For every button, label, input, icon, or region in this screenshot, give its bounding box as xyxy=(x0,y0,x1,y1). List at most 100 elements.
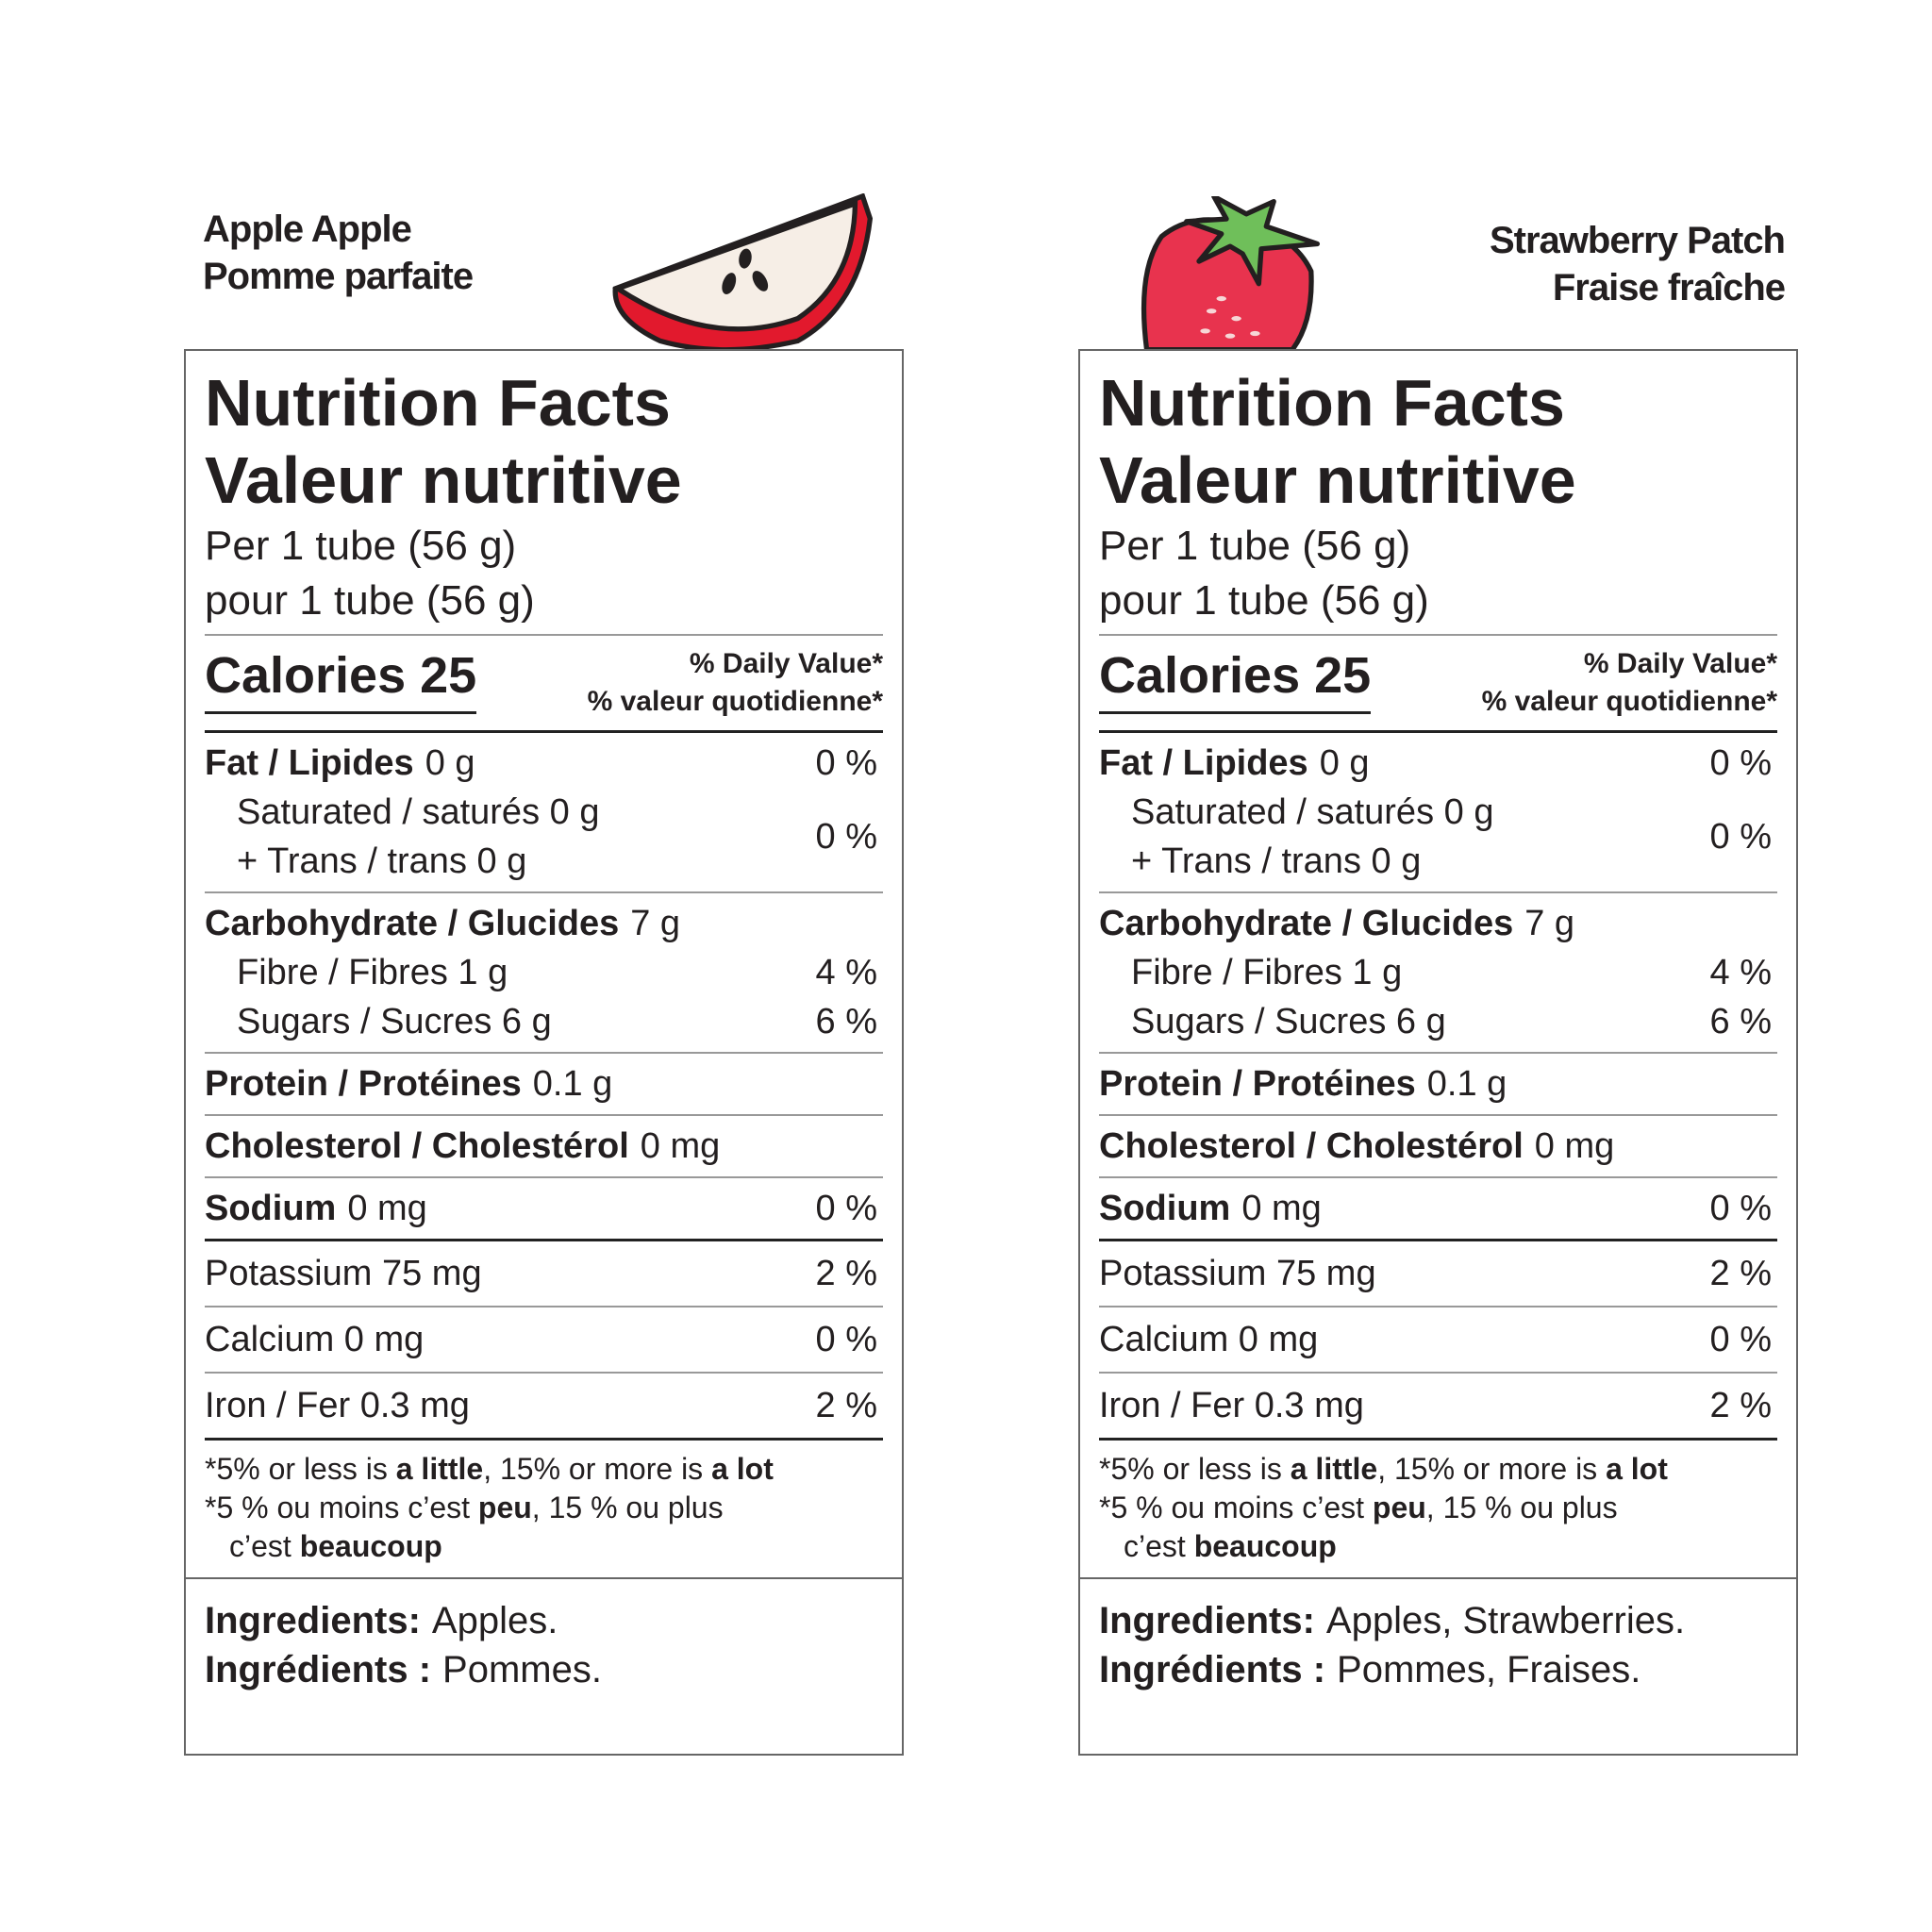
sub-nutrient: + Trans / trans 0 g xyxy=(237,841,527,881)
nutrient-amount: 0 mg xyxy=(1534,1126,1615,1166)
serving-size: Per 1 tube (56 g) xyxy=(205,523,517,569)
daily-value: 0 % xyxy=(1709,817,1772,857)
sub-nutrient: Sugars / Sucres 6 g xyxy=(1131,1002,1446,1041)
apple-illustration xyxy=(612,193,873,350)
ingredients-label: Ingredients: xyxy=(1099,1600,1315,1641)
nutrient-section: Carbohydrate / Glucides 7 g Fibre / Fibres… xyxy=(205,891,883,1052)
daily-value: 2 % xyxy=(815,1254,877,1293)
serving-size: pour 1 tube (56 g) xyxy=(1099,577,1429,624)
mineral-row: Calcium 0 mg 0 % xyxy=(205,1306,883,1372)
nutrient-row: Cholesterol / Cholestérol 0 mg xyxy=(205,1122,883,1171)
facts-panel: Nutrition Facts Valeur nutritive Per 1 tub… xyxy=(186,351,902,1577)
mineral-amount: Potassium 75 mg xyxy=(1099,1254,1376,1293)
daily-value: 4 % xyxy=(815,953,877,992)
sub-nutrient: Fibre / Fibres 1 g xyxy=(1131,953,1403,992)
nutrient-section: Protein / Protéines 0.1 g xyxy=(1099,1052,1777,1114)
nutrient-section: Cholesterol / Cholestérol 0 mg xyxy=(205,1114,883,1176)
nutrient-text: Sodium 0 mg xyxy=(205,1184,427,1233)
footnote-text: peu xyxy=(477,1491,532,1524)
ingredients-line: Ingrédients : Pommes. xyxy=(205,1645,883,1694)
brand-line: Fraise fraîche xyxy=(1552,267,1786,308)
nutrient-row: Carbohydrate / Glucides 7 g xyxy=(1099,899,1777,948)
nutrient-text: Fibre / Fibres 1 g xyxy=(205,948,508,997)
mineral-row: Potassium 75 mg 2 % xyxy=(205,1239,883,1306)
daily-value: 2 % xyxy=(815,1386,877,1425)
daily-value: 2 % xyxy=(1709,1386,1772,1425)
ingredients: Ingredients: Apples, Strawberries. Ingrédi… xyxy=(1080,1577,1796,1711)
nutrient-name: Sodium xyxy=(1099,1189,1231,1228)
nutrient-text: Protein / Protéines 0.1 g xyxy=(1099,1059,1507,1108)
sub-nutrient: + Trans / trans 0 g xyxy=(1131,841,1422,881)
nutrient-name: Cholesterol / Cholestérol xyxy=(205,1126,629,1166)
nutrient-row: Protein / Protéines 0.1 g xyxy=(205,1059,883,1108)
nutrient-amount: 0.1 g xyxy=(1426,1064,1507,1104)
nutrient-row: Fat / Lipides 0 g 0 % xyxy=(205,739,883,788)
footnote-text: beaucoup xyxy=(1193,1529,1337,1563)
daily-value: 6 % xyxy=(815,1002,877,1041)
footnote-text: , 15% or more is xyxy=(483,1452,712,1486)
strawberry-illustration xyxy=(1141,196,1321,350)
footnote: *5% or less is a little, 15% or more is … xyxy=(1099,1438,1777,1566)
daily-value: 0 % xyxy=(1709,743,1772,783)
nutrient-section: Fat / Lipides 0 g 0 % Saturated / saturés 0… xyxy=(205,730,883,891)
mineral-amount: Iron / Fer 0.3 mg xyxy=(1099,1386,1364,1425)
daily-value: 4 % xyxy=(1709,953,1772,992)
nutrient-amount: 0 mg xyxy=(640,1126,721,1166)
footnote-line: *5% or less is a little, 15% or more is … xyxy=(205,1450,883,1489)
nutrient-amount: 0 g xyxy=(425,743,475,783)
footnote: *5% or less is a little, 15% or more is … xyxy=(205,1438,883,1566)
footnote-text: *5% or less is xyxy=(205,1452,396,1486)
footnote-text: a lot xyxy=(1606,1452,1668,1486)
brand-name: Strawberry Patch Fraise fraîche xyxy=(1489,217,1786,311)
mineral-row: Potassium 75 mg 2 % xyxy=(1099,1239,1777,1306)
ingredients-line: Ingredients: Apples, Strawberries. xyxy=(1099,1596,1777,1645)
sub-nutrient: Sugars / Sucres 6 g xyxy=(237,1002,552,1041)
daily-value: 0 % xyxy=(1709,1189,1772,1228)
nutrient-text: Saturated / saturés 0 g + Trans / trans 0… xyxy=(1099,788,1493,886)
footnote-line: c’est beaucoup xyxy=(1099,1527,1777,1566)
nutrient-name: Sodium xyxy=(205,1189,337,1228)
nutrient-row: Carbohydrate / Glucides 7 g xyxy=(205,899,883,948)
title: Valeur nutritive xyxy=(1099,443,1576,517)
nutrient-amount: 7 g xyxy=(1524,904,1575,943)
nutrient-amount: 0.1 g xyxy=(532,1064,613,1104)
nutrient-amount: 7 g xyxy=(630,904,681,943)
nutrient-text: Cholesterol / Cholestérol 0 mg xyxy=(1099,1122,1614,1171)
mineral-row: Calcium 0 mg 0 % xyxy=(1099,1306,1777,1372)
footnote-text: *5 % ou moins c’est xyxy=(205,1491,478,1524)
nutrient-row: Fat / Lipides 0 g 0 % xyxy=(1099,739,1777,788)
footnote-text: a little xyxy=(395,1452,484,1486)
nutrient-row: Saturated / saturés 0 g + Trans / trans 0… xyxy=(205,788,883,886)
footnote-text: , 15 % ou plus xyxy=(531,1491,724,1524)
footnote-line: *5 % ou moins c’est peu, 15 % ou plus xyxy=(205,1489,883,1527)
nutrient-section: Fat / Lipides 0 g 0 % Saturated / saturés 0… xyxy=(1099,730,1777,891)
footnote-text: a lot xyxy=(711,1452,774,1486)
daily-value: 0 % xyxy=(815,1320,877,1359)
footnote-line: c’est beaucoup xyxy=(205,1527,883,1566)
footnote-text: , 15 % ou plus xyxy=(1425,1491,1618,1524)
nutrient-name: Cholesterol / Cholestérol xyxy=(1099,1126,1524,1166)
brand-line: Strawberry Patch xyxy=(1489,220,1786,261)
nutrient-text: Sugars / Sucres 6 g xyxy=(1099,997,1446,1046)
ingredients-line: Ingrédients : Pommes, Fraises. xyxy=(1099,1645,1777,1694)
footnote-text: peu xyxy=(1372,1491,1426,1524)
daily-value: 6 % xyxy=(1709,1002,1772,1041)
mineral-row: Iron / Fer 0.3 mg 2 % xyxy=(1099,1372,1777,1438)
nutrient-section: Sodium 0 mg 0 % xyxy=(205,1176,883,1239)
daily-value-label: % valeur quotidienne* xyxy=(1481,686,1777,717)
nutrient-section: Cholesterol / Cholestérol 0 mg xyxy=(1099,1114,1777,1176)
ingredients-line: Ingredients: Apples. xyxy=(205,1596,883,1645)
footnote-text: a little xyxy=(1290,1452,1378,1486)
nutrient-row: Protein / Protéines 0.1 g xyxy=(1099,1059,1777,1108)
nutrient-name: Fat / Lipides xyxy=(205,743,414,783)
nutrient-amount: 0 mg xyxy=(347,1189,427,1228)
ingredients: Ingredients: Apples. Ingrédients : Pommes. xyxy=(186,1577,902,1711)
footnote-text: c’est xyxy=(1124,1529,1194,1563)
daily-value-header: % Daily Value* % valeur quotidienne* xyxy=(588,645,883,721)
footnote-text: , 15% or more is xyxy=(1377,1452,1607,1486)
facts-panel: Nutrition Facts Valeur nutritive Per 1 tub… xyxy=(1080,351,1796,1577)
nutrient-row: Sugars / Sucres 6 g 6 % xyxy=(1099,997,1777,1046)
sub-nutrient: Fibre / Fibres 1 g xyxy=(237,953,508,992)
mineral-amount: Calcium 0 mg xyxy=(1099,1320,1319,1359)
